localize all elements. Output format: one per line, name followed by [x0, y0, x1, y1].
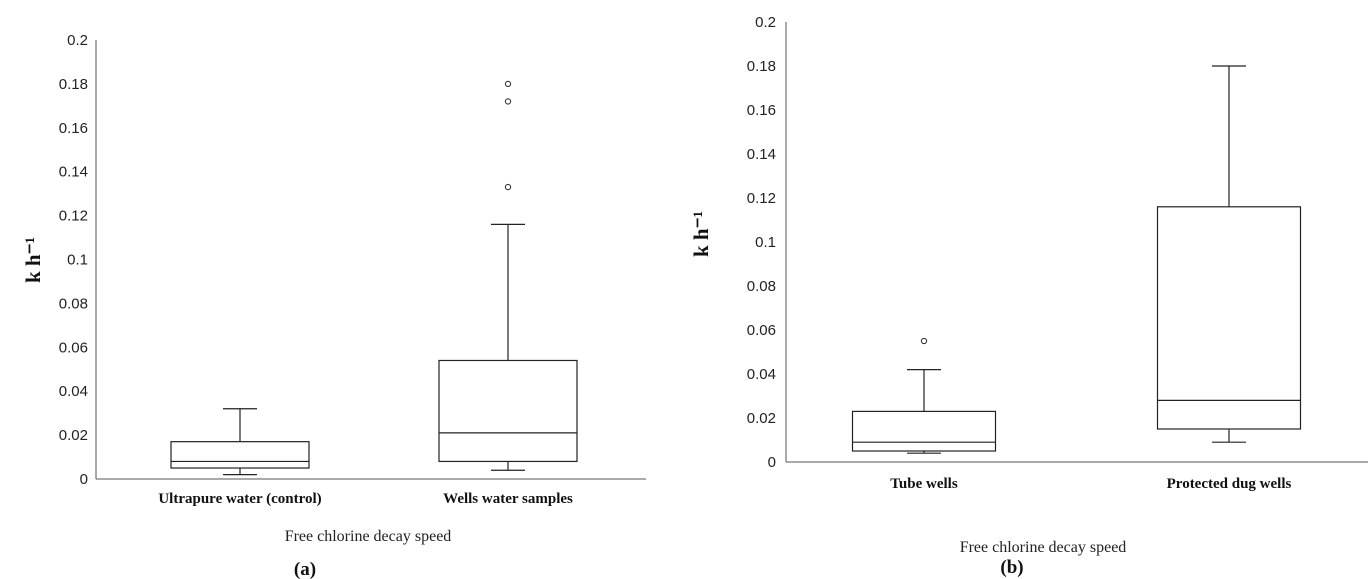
interquartile-box	[170, 441, 310, 469]
y-tick-label: 0.06	[59, 339, 88, 356]
y-tick-label: 0.12	[747, 190, 776, 207]
box-1	[170, 408, 310, 476]
y-tick-label: 0.1	[755, 234, 776, 251]
interquartile-box	[851, 410, 997, 452]
y-tick-label: 0	[80, 471, 88, 488]
interquartile-box	[1156, 206, 1302, 430]
y-tick-label: 0.14	[59, 164, 88, 181]
y-axis-title: k h⁻¹	[689, 211, 713, 257]
box-1	[851, 337, 997, 454]
box-2	[438, 80, 578, 471]
y-tick-label: 0.02	[59, 427, 88, 444]
y-tick-label: 0.2	[67, 32, 88, 49]
y-tick-label: 0.16	[747, 102, 776, 119]
y-tick-label: 0.04	[59, 383, 88, 400]
y-tick-label: 0.04	[747, 366, 776, 383]
outlier-point	[504, 80, 512, 88]
y-tick-label: 0.06	[747, 322, 776, 339]
category-label: Ultrapure water (control)	[158, 491, 321, 507]
category-label: Wells water samples	[443, 491, 573, 507]
category-label: Tube wells	[890, 476, 958, 492]
y-tick-label: 0.18	[747, 58, 776, 75]
x-axis-title: Free chlorine decay speed	[285, 528, 452, 545]
interquartile-box	[438, 359, 578, 463]
chart-panel-1: 0 0.02 0.04 0.06 0.08 0.1 0.12 0.14 0.16 0.18 0.2 U…	[21, 32, 646, 579]
y-tick-label: 0.14	[747, 146, 776, 163]
outlier-point	[920, 337, 928, 345]
category-label: Protected dug wells	[1167, 476, 1292, 492]
x-axis-title: Free chlorine decay speed	[960, 539, 1127, 556]
y-tick-label: 0.16	[59, 120, 88, 137]
y-tick-label: 0.18	[59, 76, 88, 93]
panel-label: (b)	[1000, 557, 1023, 578]
outlier-point	[504, 183, 512, 191]
y-tick-label: 0.08	[59, 295, 88, 312]
outlier-point	[504, 98, 512, 105]
y-tick-label: 0.2	[755, 14, 776, 31]
box-2	[1156, 65, 1302, 443]
y-tick-label: 0.08	[747, 278, 776, 295]
chart-panel-2: 0 0.02 0.04 0.06 0.08 0.1 0.12 0.14 0.16 0.18 0.2 T…	[689, 14, 1368, 578]
y-axis-title: k h⁻¹	[21, 237, 45, 283]
y-tick-label: 0.02	[747, 410, 776, 427]
y-tick-label: 0.12	[59, 208, 88, 225]
panel-label: (a)	[294, 559, 316, 579]
y-tick-label: 0	[768, 454, 776, 471]
y-tick-label: 0.1	[67, 252, 88, 269]
